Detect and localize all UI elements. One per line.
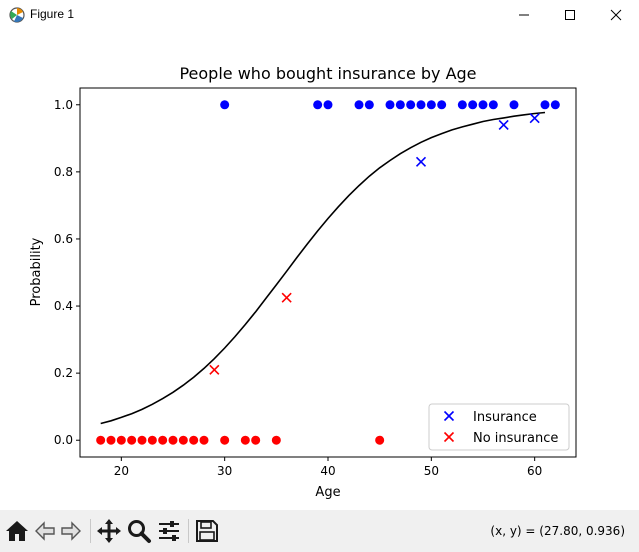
figure-canvas[interactable]: People who bought insurance by Age 20 30 4…: [0, 30, 639, 510]
observation-point: [116, 435, 126, 445]
pan-icon: [97, 519, 121, 543]
no-insurance-marker: [281, 292, 292, 303]
observation-point: [147, 435, 157, 445]
axes-frame: [79, 87, 577, 458]
insurance-marker: [415, 156, 427, 167]
observation-point: [395, 100, 405, 110]
legend-insurance-x: [443, 410, 455, 422]
minimize-icon: [519, 14, 529, 16]
x-tick-label: 30: [217, 464, 232, 478]
home-icon: [6, 521, 28, 541]
observation-point: [220, 100, 230, 110]
back-icon: [35, 521, 55, 541]
observation-point: [364, 100, 374, 110]
no-insurance-marker: [209, 364, 220, 375]
logistic-curve: [100, 111, 546, 425]
save-button[interactable]: [194, 518, 220, 544]
y-tick-label: 0.8: [54, 165, 73, 179]
minimize-button[interactable]: [501, 0, 547, 30]
x-tick-label: 50: [424, 464, 439, 478]
observation-point: [313, 100, 323, 110]
zoom-icon: [128, 520, 151, 543]
cursor-coordinates: (x, y) = (27.80, 0.936): [490, 524, 625, 538]
observation-point: [168, 435, 178, 445]
observation-point: [127, 435, 137, 445]
observation-point: [406, 100, 416, 110]
observation-point: [178, 435, 188, 445]
observation-point: [251, 435, 261, 445]
y-tick-label: 0.6: [54, 232, 73, 246]
observation-point: [199, 435, 209, 445]
pan-button[interactable]: [96, 518, 122, 544]
legend-box: [428, 403, 570, 451]
x-axis: 20 30 40 50 60: [114, 457, 542, 478]
observation-point: [437, 100, 447, 110]
observation-point: [271, 435, 281, 445]
insurance-marker: [498, 119, 509, 130]
legend-label-no-insurance: No insurance: [473, 431, 558, 446]
forward-icon: [61, 521, 81, 541]
observation-point: [375, 435, 385, 445]
observation-point: [385, 100, 395, 110]
save-icon: [196, 520, 218, 542]
back-button[interactable]: [32, 518, 58, 544]
y-axis-label: Probability: [29, 237, 44, 306]
y-tick-label: 1.0: [54, 98, 73, 112]
x-tick-label: 60: [527, 464, 542, 478]
window-titlebar: Figure 1: [0, 0, 639, 30]
observation-point: [478, 100, 488, 110]
legend-label-insurance: Insurance: [473, 410, 537, 425]
observation-point: [240, 435, 250, 445]
maximize-button[interactable]: [547, 0, 593, 30]
observation-point: [457, 100, 467, 110]
plot-marks: [96, 100, 560, 445]
configure-subplots-button[interactable]: [156, 518, 182, 544]
toolbar-separator: [188, 519, 189, 543]
observation-point: [106, 435, 116, 445]
observation-point: [158, 435, 168, 445]
observation-point: [488, 100, 498, 110]
toolbar-separator: [90, 519, 91, 543]
x-tick-label: 40: [320, 464, 335, 478]
observation-point: [509, 100, 519, 110]
maximize-icon: [565, 10, 575, 20]
legend: Insurance No insurance: [428, 403, 570, 451]
home-button[interactable]: [4, 518, 30, 544]
y-tick-label: 0.2: [54, 366, 73, 380]
observation-point: [220, 435, 230, 445]
x-tick-label: 20: [114, 464, 129, 478]
zoom-button[interactable]: [126, 518, 152, 544]
forward-button[interactable]: [58, 518, 84, 544]
observation-point: [96, 435, 106, 445]
legend-marker-insurance: [443, 410, 455, 422]
close-button[interactable]: [593, 0, 639, 30]
legend-no-insurance-x: [443, 431, 455, 443]
x-axis-label: Age: [315, 485, 340, 500]
observation-point: [416, 100, 426, 110]
y-tick-label: 0.4: [54, 299, 73, 313]
matplotlib-figure-icon: [9, 7, 25, 23]
navigation-toolbar: (x, y) = (27.80, 0.936): [0, 510, 639, 552]
observation-point: [426, 100, 436, 110]
observation-point: [323, 100, 333, 110]
observation-point: [468, 100, 478, 110]
y-tick-label: 0.0: [54, 433, 73, 447]
chart-title: People who bought insurance by Age: [179, 64, 476, 83]
observation-point: [137, 435, 147, 445]
insurance-marker: [529, 113, 540, 124]
observation-point: [540, 100, 550, 110]
y-axis: 0.0 0.2 0.4 0.6 0.8 1.0: [54, 98, 80, 447]
observation-point: [189, 435, 199, 445]
close-icon: [610, 9, 622, 21]
configure-subplots-icon: [159, 521, 179, 541]
observation-point: [354, 100, 364, 110]
legend-marker-no-insurance: [443, 431, 455, 443]
window-title: Figure 1: [30, 7, 75, 21]
observation-point: [550, 100, 560, 110]
